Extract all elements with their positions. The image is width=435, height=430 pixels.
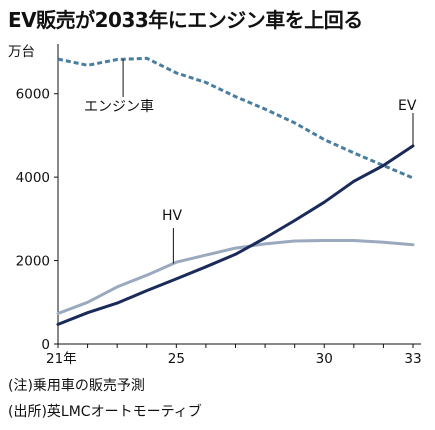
x-tick-label: 25 [168,351,185,367]
note-text: (注)乗用車の販売予測 [8,378,145,394]
y-tick-label: 2000 [16,254,50,270]
x-tick-label: 33 [404,351,421,367]
x-tick-label: 21年 [46,351,77,367]
y-tick-label: 6000 [16,87,50,103]
x-tick-label: 30 [316,351,333,367]
series-label: EV [398,98,417,114]
chart-title: EV販売が2033年にエンジン車を上回る [8,8,363,32]
y-tick-label: 4000 [16,170,50,186]
series-line-1 [57,56,414,180]
series-line-2 [56,239,415,315]
y-tick-label: 0 [41,337,50,353]
series-label: HV [162,208,183,224]
y-axis-label: 万台 [8,44,35,60]
series-label: エンジン車 [84,98,154,115]
source-text: (出所)英LMCオートモーティブ [8,404,202,420]
series-line-3 [56,144,415,326]
